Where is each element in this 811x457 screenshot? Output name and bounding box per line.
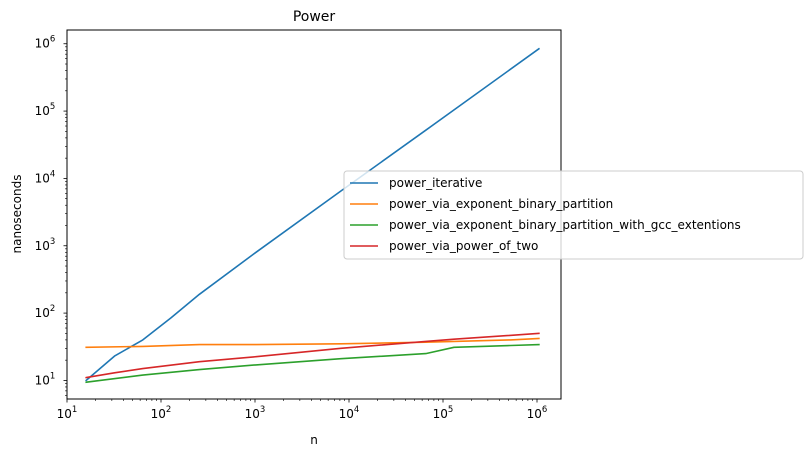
- y-axis-ticks: 101 102 103 104 105 106: [35, 35, 67, 396]
- y-axis-label: nanoseconds: [10, 175, 24, 254]
- legend-items: power_iterative power_via_exponent_binary…: [350, 176, 741, 253]
- x-axis-ticks: 101 102 103 104 105 106: [57, 399, 548, 421]
- legend-label-3: power_via_exponent_binary_partition_with…: [389, 218, 741, 232]
- x-tick-label: 105: [433, 405, 454, 421]
- chart-title: Power: [293, 9, 336, 25]
- y-tick-label: 103: [35, 237, 56, 253]
- series-line-3: [85, 343, 540, 384]
- series-line-4: [85, 332, 540, 379]
- legend-label-2: power_via_exponent_binary_partition: [389, 197, 613, 211]
- x-tick-label: 103: [245, 405, 266, 421]
- series-layer: [85, 47, 541, 384]
- x-axis-label: n: [310, 433, 318, 447]
- y-tick-label: 101: [35, 371, 56, 387]
- x-tick-label: 106: [527, 405, 548, 421]
- y-tick-label: 106: [35, 35, 56, 51]
- x-tick-label: 104: [339, 405, 360, 421]
- legend-label-4: power_via_power_of_two: [389, 239, 538, 253]
- x-tick-label: 102: [151, 405, 172, 421]
- legend: power_iterative power_via_exponent_binary…: [343, 170, 804, 260]
- legend-label-1: power_iterative: [389, 176, 482, 190]
- x-tick-label: 101: [57, 405, 78, 421]
- y-tick-label: 104: [35, 169, 56, 185]
- legend-box: [343, 170, 804, 260]
- series-line-2: [85, 337, 540, 349]
- y-tick-label: 105: [35, 102, 56, 118]
- y-tick-label: 102: [35, 304, 56, 320]
- series-line-1: [85, 47, 541, 382]
